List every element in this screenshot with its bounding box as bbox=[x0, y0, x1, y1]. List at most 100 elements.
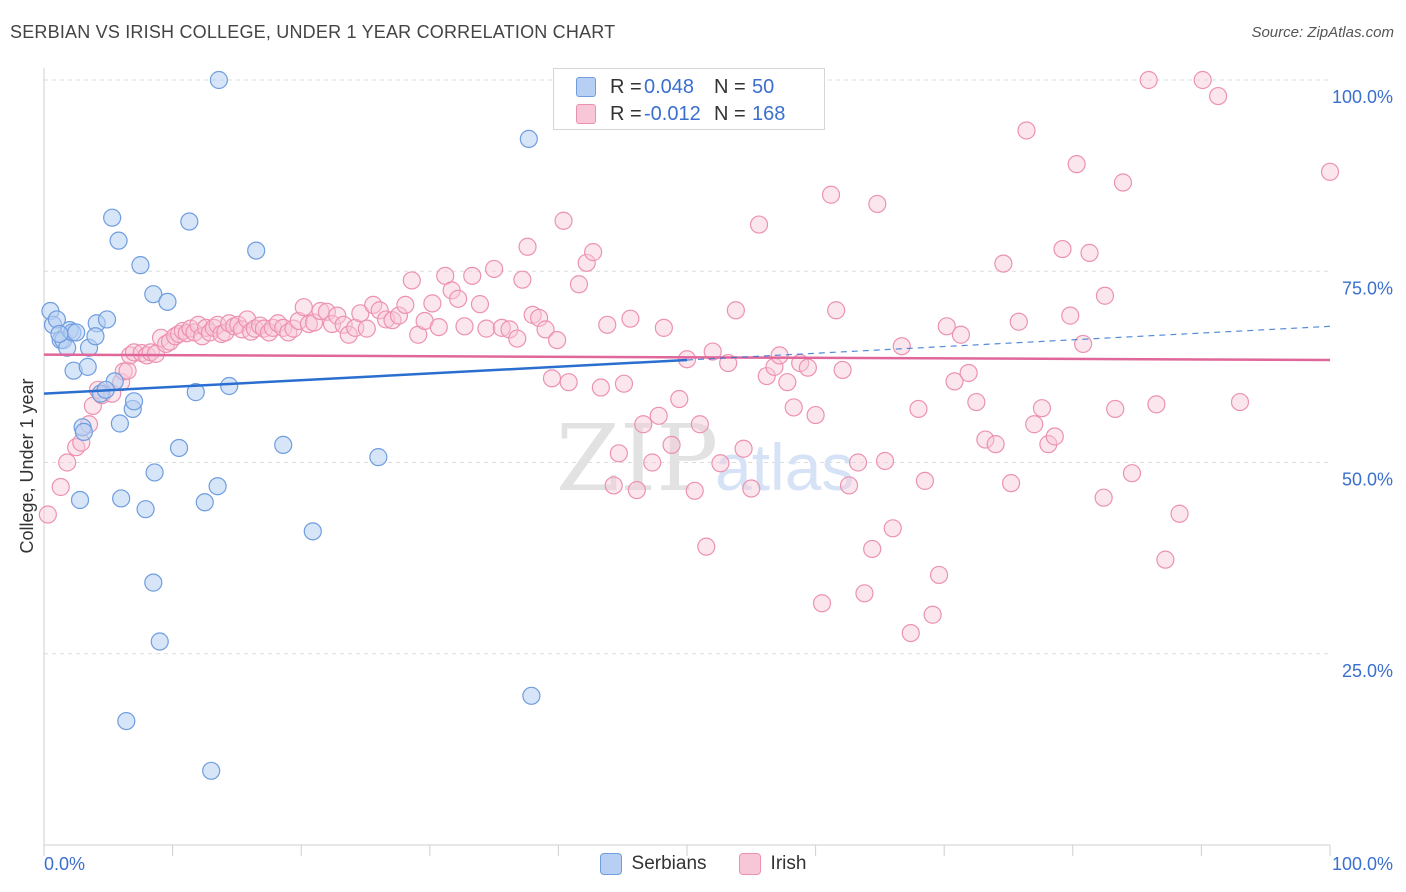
serbians-point bbox=[131, 256, 150, 275]
irish-point bbox=[757, 366, 776, 386]
irish-point bbox=[530, 308, 549, 328]
serbians-point bbox=[150, 632, 169, 651]
irish-point bbox=[883, 519, 902, 538]
irish-point bbox=[289, 311, 308, 331]
irish-point bbox=[945, 372, 964, 391]
serbians-point bbox=[158, 292, 177, 311]
irish-point bbox=[1025, 415, 1044, 434]
irish-point bbox=[812, 594, 832, 613]
irish-point bbox=[294, 298, 313, 317]
watermark: ZIP atlas bbox=[556, 405, 854, 512]
irish-point bbox=[976, 430, 995, 449]
irish-point bbox=[1073, 334, 1093, 354]
serbians-point bbox=[103, 208, 122, 227]
irish-point bbox=[1156, 550, 1175, 569]
irish-point bbox=[994, 254, 1013, 273]
irish-point bbox=[604, 476, 623, 495]
serbians-point bbox=[519, 129, 538, 149]
serbians-point bbox=[186, 383, 205, 402]
irish-point bbox=[357, 319, 376, 338]
irish-point bbox=[798, 358, 817, 377]
serbians-point bbox=[220, 376, 239, 396]
irish-point bbox=[649, 406, 668, 425]
irish-point bbox=[690, 415, 709, 434]
irish-point bbox=[429, 317, 448, 337]
serbians-point bbox=[78, 357, 97, 376]
irish-point bbox=[627, 480, 646, 500]
irish-point bbox=[463, 266, 482, 285]
irish-point bbox=[542, 369, 562, 388]
irish-point bbox=[38, 505, 57, 524]
serbians-point bbox=[50, 324, 69, 344]
irish-point bbox=[726, 301, 745, 320]
irish-point bbox=[1193, 70, 1212, 90]
irish-point bbox=[1106, 399, 1125, 419]
irish-point bbox=[1170, 504, 1189, 523]
trend-lines bbox=[43, 325, 1331, 395]
irish-point bbox=[719, 353, 738, 373]
chart-title: SERBIAN VS IRISH COLLEGE, UNDER 1 YEAR C… bbox=[10, 22, 616, 42]
irish-point bbox=[923, 605, 942, 624]
irish-point bbox=[518, 237, 537, 256]
irish-point bbox=[1122, 464, 1142, 483]
x-tick-label: 0.0% bbox=[44, 854, 85, 874]
serbians-point bbox=[144, 573, 163, 592]
serbians-point bbox=[86, 327, 105, 346]
irish-point bbox=[703, 342, 722, 361]
n-label: N = bbox=[714, 102, 746, 125]
irish-point bbox=[863, 539, 882, 559]
irish-point bbox=[492, 318, 511, 337]
irish-point bbox=[304, 313, 324, 332]
irish-point bbox=[536, 320, 555, 339]
irish-legend-swatch bbox=[738, 853, 761, 875]
irish-point bbox=[569, 275, 589, 294]
irish-point bbox=[778, 373, 797, 392]
serbians-point bbox=[74, 422, 93, 441]
irish-point bbox=[1061, 306, 1080, 325]
serbians-point bbox=[112, 489, 131, 508]
serbians-point bbox=[195, 493, 214, 512]
serbians-point bbox=[67, 323, 86, 342]
legend-row-serbians: R = 0.048 N = 50 bbox=[576, 74, 774, 100]
irish-point bbox=[470, 295, 490, 314]
irish-point bbox=[875, 451, 895, 471]
irish-point bbox=[402, 271, 421, 290]
irish-point bbox=[1230, 392, 1250, 412]
legend-label-serbians: Serbians bbox=[631, 853, 707, 874]
serbians-legend-swatch bbox=[599, 853, 622, 875]
irish-point bbox=[742, 479, 761, 498]
irish-point bbox=[1009, 312, 1028, 331]
serbians-point bbox=[117, 711, 136, 731]
serbians-trend-line bbox=[43, 358, 688, 395]
r-label: R = bbox=[610, 75, 642, 98]
irish-point bbox=[584, 243, 603, 262]
irish-point bbox=[118, 361, 137, 380]
irish-point bbox=[959, 363, 978, 383]
irish-point bbox=[855, 584, 874, 603]
irish-point bbox=[51, 477, 70, 497]
irish-point bbox=[806, 405, 825, 425]
serbians-point bbox=[522, 686, 541, 705]
irish-point bbox=[749, 215, 769, 234]
serbians-point bbox=[97, 310, 117, 329]
y-tick-label: 50.0% bbox=[1342, 470, 1393, 490]
legend-item-serbians[interactable]: Serbians bbox=[599, 853, 707, 875]
irish-point bbox=[598, 315, 617, 334]
irish-point bbox=[500, 320, 519, 339]
irish-point bbox=[577, 253, 596, 272]
irish-point bbox=[868, 194, 887, 214]
irish-point bbox=[827, 301, 846, 320]
legend-item-irish[interactable]: Irish bbox=[738, 853, 806, 875]
irish-point bbox=[334, 315, 353, 334]
irish-point bbox=[643, 453, 662, 472]
irish-point bbox=[670, 389, 689, 409]
irish-point bbox=[508, 329, 527, 348]
serbians-point bbox=[136, 500, 155, 519]
irish-trend-line bbox=[43, 353, 1331, 362]
irish-point bbox=[848, 453, 868, 472]
irish-point bbox=[1053, 239, 1072, 259]
irish-point bbox=[1095, 286, 1115, 305]
serbians-swatch bbox=[576, 77, 596, 97]
irish-point bbox=[370, 301, 389, 320]
irish-point bbox=[554, 211, 573, 230]
